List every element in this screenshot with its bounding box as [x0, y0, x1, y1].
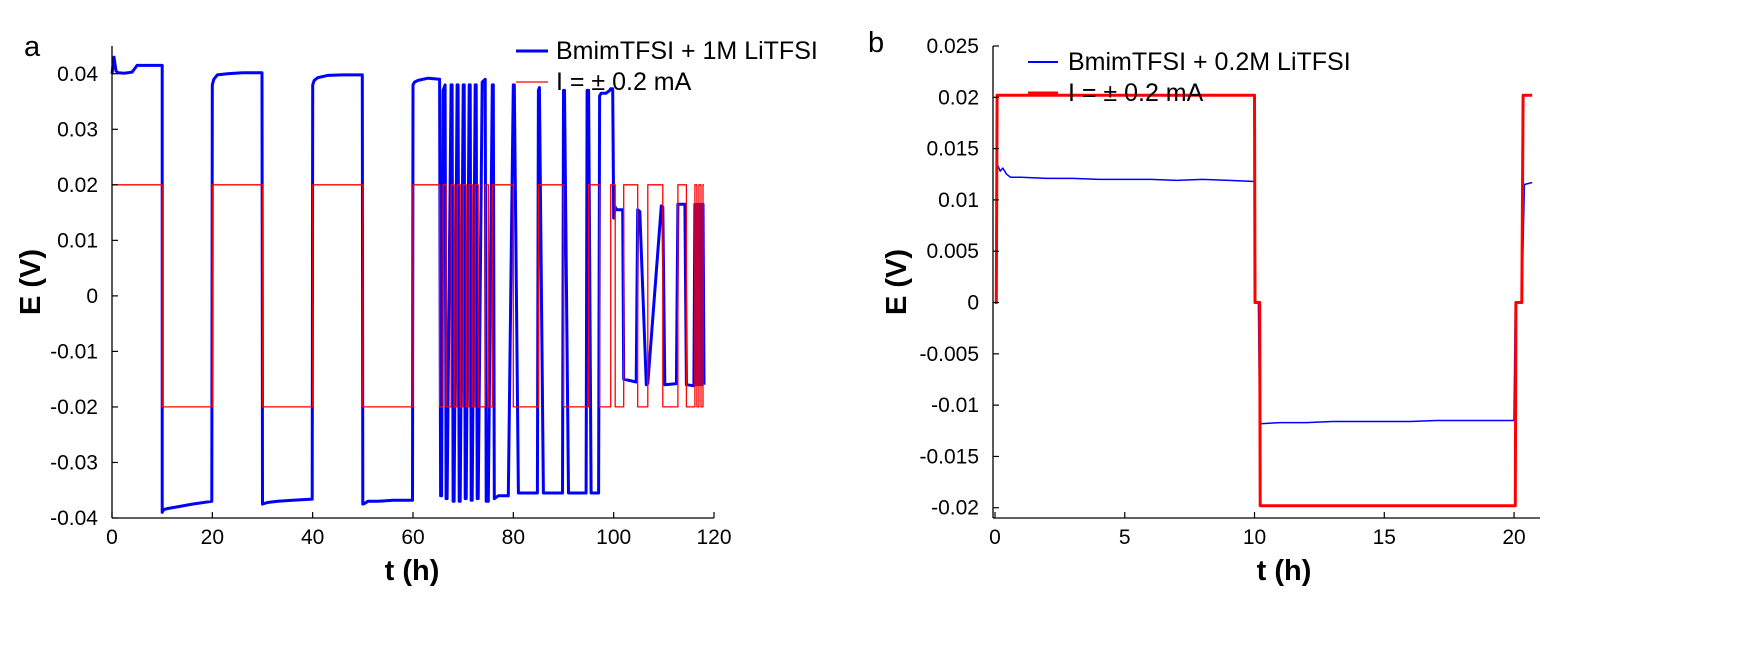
panel-b-y-tick-label: 0.025 — [926, 35, 979, 58]
panel-a-series-2-line — [112, 184, 704, 408]
panel-a-y-tick-label: -0.03 — [50, 451, 98, 474]
panel-a-x-tick-label: 0 — [106, 526, 118, 549]
panel-b-y-ticks: -0.02 -0.015 -0.01 -0.005 0 0.005 0.01 0.015 0.0… — [919, 35, 999, 520]
panel-b-y-tick-label: 0.01 — [938, 189, 979, 212]
panel-b-legend-label-2: I = ± 0.2 mA — [1068, 79, 1204, 107]
panel-b-series-1-line — [995, 165, 1533, 425]
panel-b-x-tick-label: 10 — [1243, 526, 1266, 549]
panel-a-y-tick-label: 0.02 — [57, 174, 98, 197]
panel-a-legend-label-2: I = ± 0.2 mA — [556, 68, 692, 96]
panel-b-x-tick-label: 20 — [1502, 526, 1525, 549]
panel-b-y-tick-label: -0.005 — [919, 343, 979, 366]
panel-a-ylabel: E (V) — [15, 249, 47, 315]
panel-a-x-tick-label: 80 — [502, 526, 525, 549]
panel-a-y-tick-label: -0.04 — [50, 507, 98, 530]
panel-b-xlabel: t (h) — [1257, 555, 1312, 587]
panel-b-x-tick-label: 0 — [989, 526, 1001, 549]
panel-b-x-tick-label: 15 — [1373, 526, 1396, 549]
panel-b: b 0 5 10 15 20 -0.02 -0.015 -0.01 -0.005 0 0.005 0… — [868, 27, 1540, 587]
panel-a-x-ticks: 0 20 40 60 80 100 120 — [106, 512, 732, 549]
panel-a-y-tick-label: 0.03 — [57, 118, 98, 141]
panel-b-legend-label-1: BmimTFSI + 0.2M LiTFSI — [1068, 48, 1351, 76]
panel-a-x-tick-label: 20 — [201, 526, 224, 549]
panel-a-y-tick-label: 0.04 — [57, 63, 98, 86]
panel-a-x-tick-label: 120 — [696, 526, 731, 549]
panel-a-label: a — [24, 31, 41, 63]
panel-b-y-tick-label: -0.02 — [931, 497, 979, 520]
panel-a-y-tick-label: -0.01 — [50, 340, 98, 363]
panel-a-y-tick-label: 0 — [86, 285, 98, 308]
panel-a-legend-label-1: BmimTFSI + 1M LiTFSI — [556, 37, 818, 65]
panel-a-x-tick-label: 100 — [596, 526, 631, 549]
panel-a-x-tick-label: 40 — [301, 526, 324, 549]
panel-a-legend: BmimTFSI + 1M LiTFSI I = ± 0.2 mA — [516, 37, 818, 96]
panel-b-legend: BmimTFSI + 0.2M LiTFSI I = ± 0.2 mA — [1028, 48, 1351, 107]
panel-b-y-tick-label: 0.015 — [926, 138, 979, 161]
panel-b-ylabel: E (V) — [881, 249, 913, 315]
panel-a-y-ticks: -0.04 -0.03 -0.02 -0.01 0 0.01 0.02 0.03 0.04 — [50, 63, 118, 530]
panel-a: a 0 20 40 60 80 100 120 -0.04-0.03-0.02-0.0100… — [15, 31, 818, 587]
panel-b-y-tick-label: 0 — [967, 292, 979, 315]
panel-a-xlabel: t (h) — [385, 555, 440, 587]
panel-b-y-tick-label: 0.02 — [938, 86, 979, 109]
panel-b-plot — [994, 93, 1533, 508]
panel-b-x-tick-label: 5 — [1119, 526, 1131, 549]
panel-b-series-2-line — [994, 93, 1533, 508]
panel-b-x-ticks: 0 5 10 15 20 — [989, 512, 1526, 549]
panel-b-y-tick-label: -0.015 — [919, 445, 979, 468]
panel-a-y-tick-label: -0.02 — [50, 396, 98, 419]
panel-b-y-tick-label: 0.005 — [926, 240, 979, 263]
panel-a-x-tick-label: 60 — [401, 526, 424, 549]
panel-a-y-tick-label: 0.01 — [57, 229, 98, 252]
panel-b-label: b — [868, 27, 884, 59]
panel-b-y-tick-label: -0.01 — [931, 394, 979, 417]
panel-a-plot — [110, 55, 706, 514]
